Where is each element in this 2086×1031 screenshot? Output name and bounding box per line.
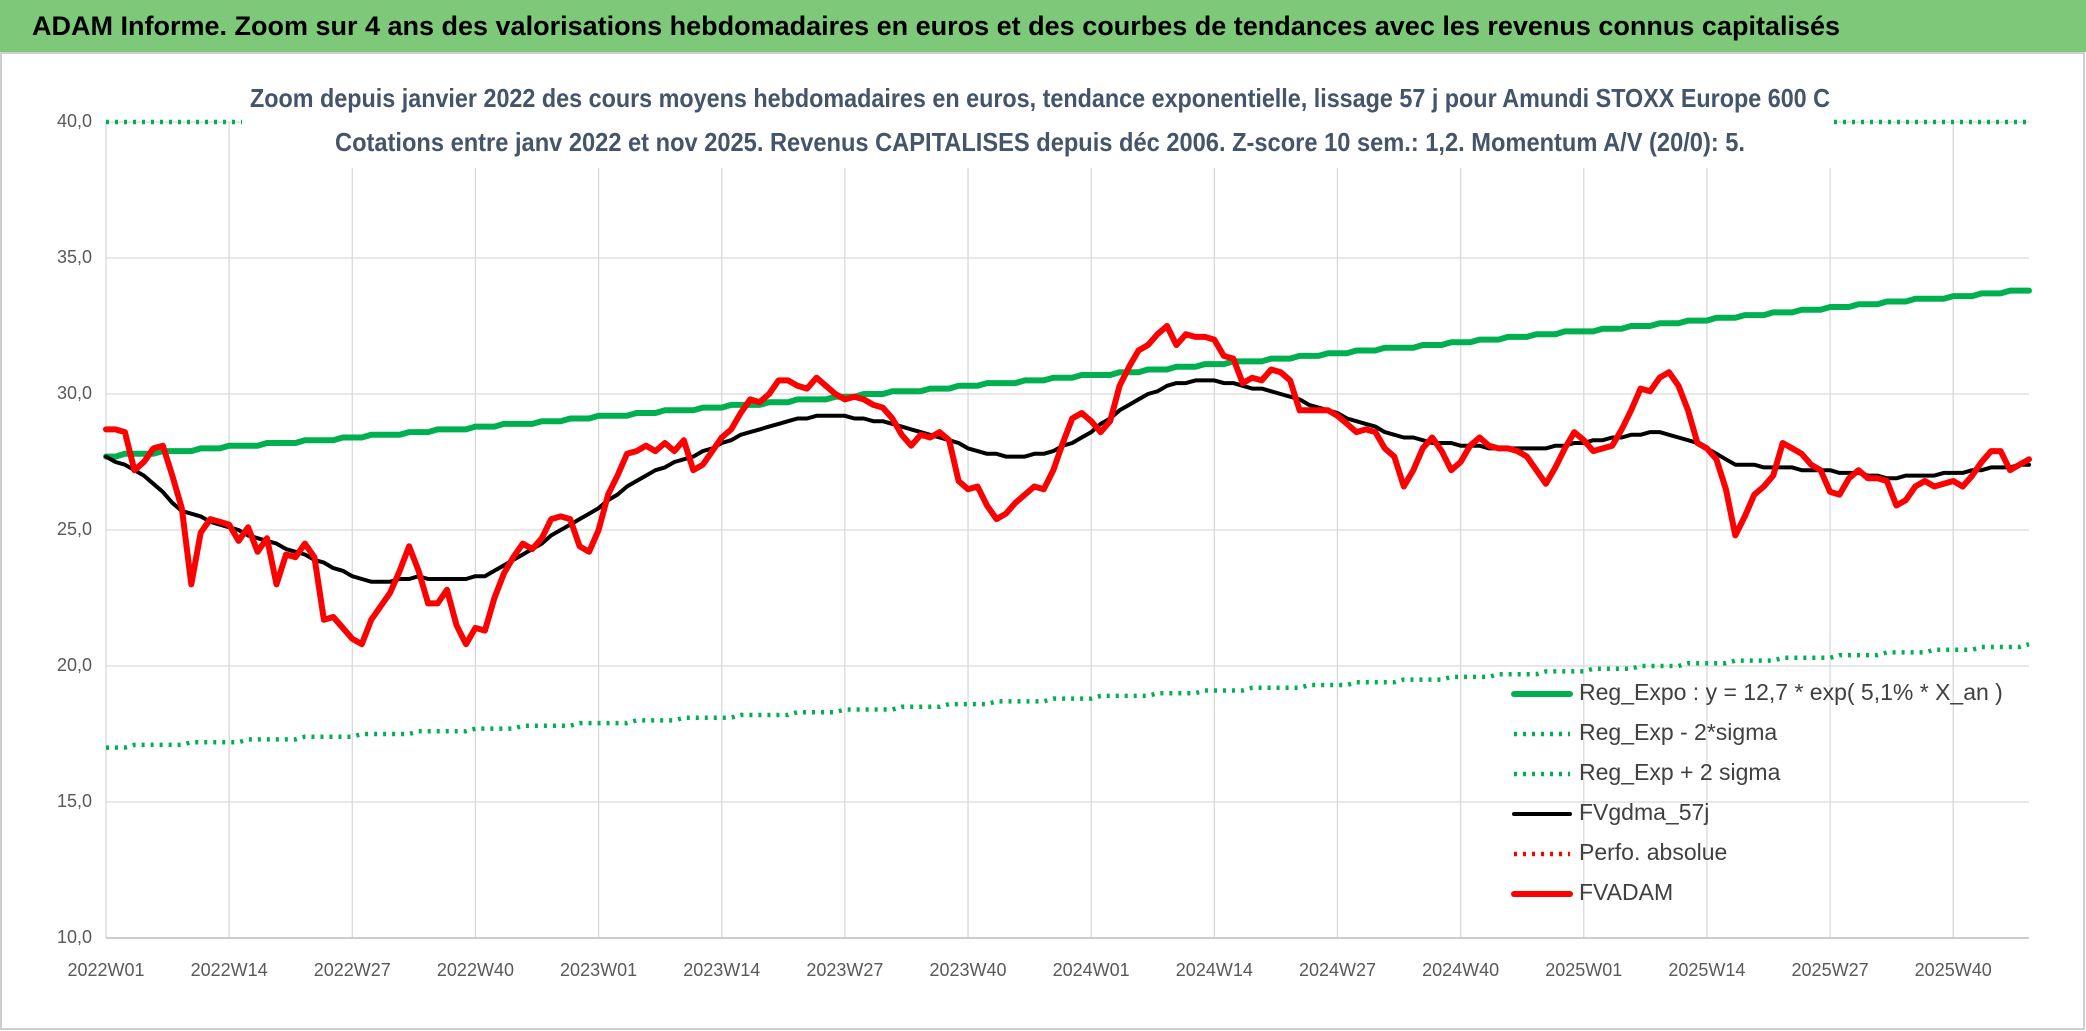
x-tick-label: 2023W14 bbox=[683, 960, 760, 980]
legend-label: Reg_Exp + 2 sigma bbox=[1579, 759, 1781, 785]
x-tick-label: 2024W40 bbox=[1422, 960, 1499, 980]
series-line bbox=[103, 287, 2032, 460]
x-tick-label: 2024W27 bbox=[1299, 960, 1376, 980]
x-tick-label: 2023W01 bbox=[560, 960, 637, 980]
legend-label: Perfo. absolue bbox=[1579, 839, 1727, 865]
header-title: ADAM Informe. Zoom sur 4 ans des valoris… bbox=[32, 11, 1840, 41]
x-tick-label: 2022W40 bbox=[437, 960, 514, 980]
x-tick-label: 2023W40 bbox=[930, 960, 1007, 980]
x-tick-label: 2022W27 bbox=[314, 960, 391, 980]
x-tick-label: 2023W27 bbox=[806, 960, 883, 980]
x-tick-label: 2022W14 bbox=[191, 960, 268, 980]
x-tick-label: 2024W14 bbox=[1176, 960, 1253, 980]
y-tick-label: 15,0 bbox=[57, 791, 92, 811]
header-bar bbox=[0, 0, 2086, 52]
chart-frame bbox=[0, 52, 2085, 1030]
y-tick-label: 40,0 bbox=[57, 111, 92, 131]
legend-label: FVADAM bbox=[1579, 879, 1673, 905]
legend-label: Reg_Exp - 2*sigma bbox=[1579, 719, 1777, 745]
x-tick-label: 2025W40 bbox=[1915, 960, 1992, 980]
title-box bbox=[242, 72, 1834, 168]
chart-subtitle: Cotations entre janv 2022 et nov 2025. R… bbox=[335, 127, 1745, 157]
x-tick-label: 2024W01 bbox=[1053, 960, 1130, 980]
y-tick-label: 25,0 bbox=[57, 519, 92, 539]
y-tick-label: 35,0 bbox=[57, 247, 92, 267]
chart-title: Zoom depuis janvier 2022 des cours moyen… bbox=[250, 83, 1830, 113]
x-tick-label: 2025W27 bbox=[1792, 960, 1869, 980]
y-tick-label: 10,0 bbox=[57, 927, 92, 947]
legend-label: FVgdma_57j bbox=[1579, 799, 1709, 825]
y-tick-label: 30,0 bbox=[57, 383, 92, 403]
legend-label: Reg_Expo : y = 12,7 * exp( 5,1% * X_an ) bbox=[1579, 679, 2003, 705]
x-tick-label: 2025W14 bbox=[1668, 960, 1745, 980]
series-line bbox=[103, 323, 2032, 648]
x-tick-label: 2022W01 bbox=[67, 960, 144, 980]
y-tick-label: 20,0 bbox=[57, 655, 92, 675]
x-tick-label: 2025W01 bbox=[1545, 960, 1622, 980]
